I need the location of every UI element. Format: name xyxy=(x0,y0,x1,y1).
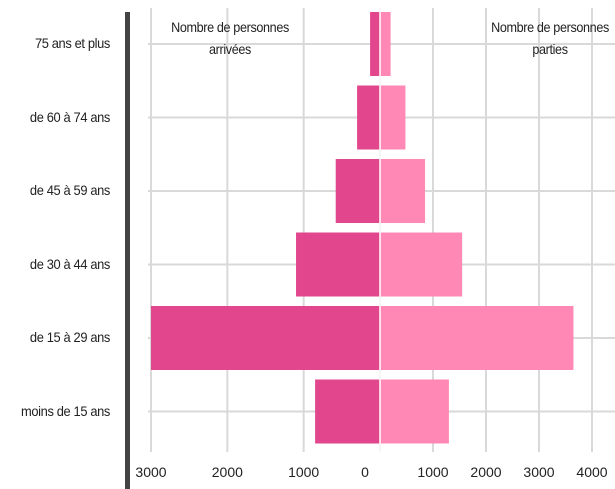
x-tick-left: 2000 xyxy=(212,464,243,480)
bar-departures xyxy=(380,85,406,150)
category-label: moins de 15 ans xyxy=(21,402,110,419)
legend-departures: Nombre de personnes parties xyxy=(478,16,615,60)
bar-arrivals xyxy=(151,306,380,370)
category-label: 75 ans et plus xyxy=(34,35,110,51)
legend-arrivals: Nombre de personnes arrivées xyxy=(158,16,302,60)
legend-arrivals-line1: Nombre de personnes xyxy=(171,19,289,35)
category-label: de 45 à 59 ans xyxy=(29,182,110,198)
x-tick-right: 1000 xyxy=(417,464,448,480)
category-label: de 60 à 74 ans xyxy=(29,108,110,125)
category-label: de 15 à 29 ans xyxy=(29,329,110,345)
bar-departures xyxy=(380,232,463,297)
legend-departures-line1: Nombre de personnes xyxy=(491,19,609,35)
legend-departures-line2: parties xyxy=(532,41,568,57)
x-tick-right: 4000 xyxy=(576,464,607,480)
x-tick-right: 2000 xyxy=(470,464,501,480)
x-tick-right: 3000 xyxy=(523,464,554,480)
category-label: de 30 à 44 ans xyxy=(29,255,110,272)
legend-arrivals-line2: arrivées xyxy=(209,41,251,57)
bar-departures xyxy=(380,379,449,444)
bar-departures xyxy=(380,12,391,76)
x-tick-left: 1000 xyxy=(288,464,319,480)
bar-departures xyxy=(380,159,426,223)
bar-arrivals xyxy=(335,159,380,223)
x-tick-left: 0 xyxy=(361,464,369,480)
axis-bar xyxy=(125,12,130,489)
x-tick-left: 3000 xyxy=(135,464,166,480)
bar-arrivals xyxy=(296,232,380,297)
bar-departures xyxy=(380,306,574,370)
bar-arrivals xyxy=(315,379,380,444)
bar-arrivals xyxy=(370,12,380,76)
bar-arrivals xyxy=(357,85,380,150)
